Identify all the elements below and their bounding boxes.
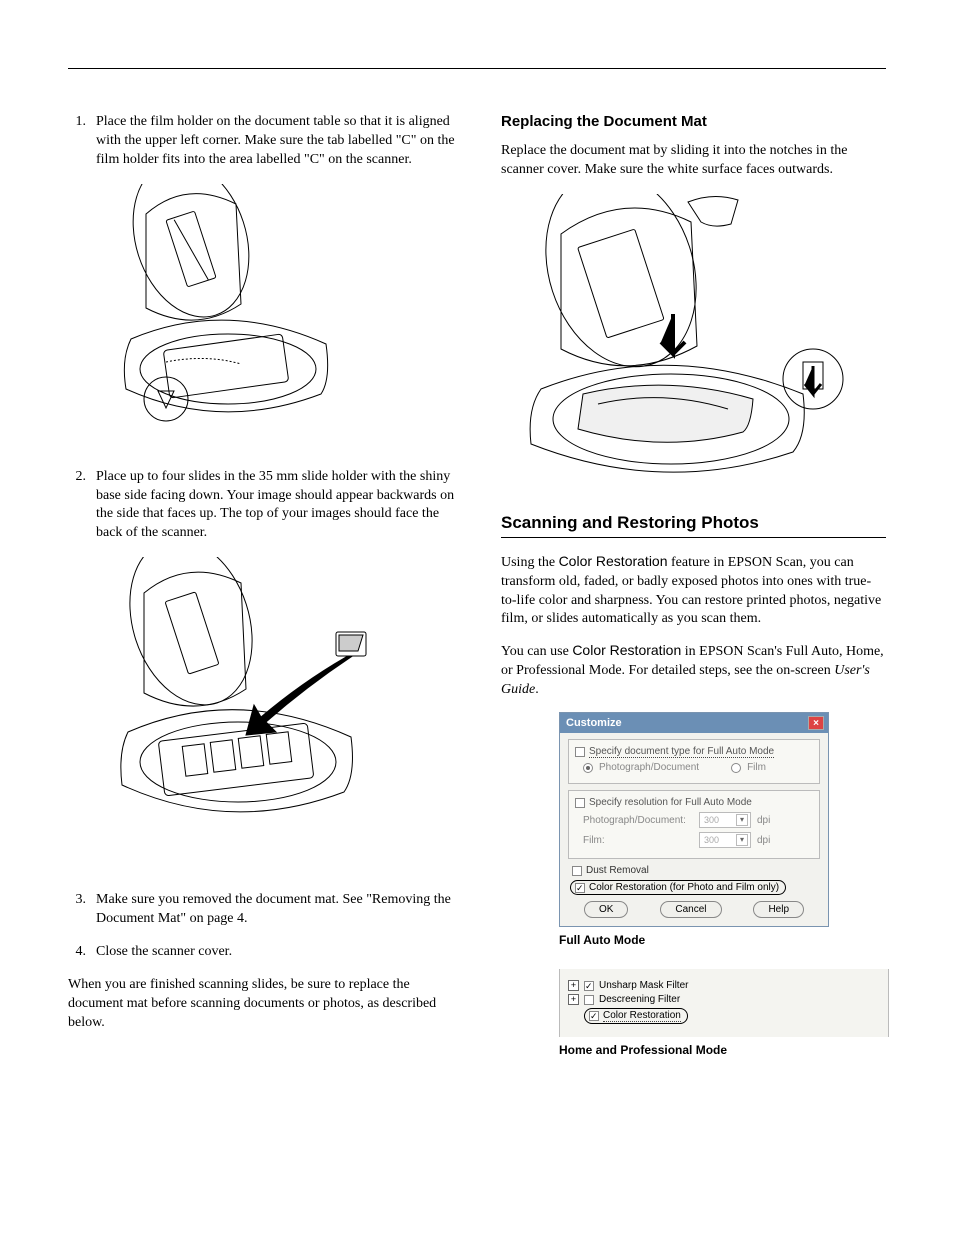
dialog-titlebar: Customize ×: [560, 713, 828, 733]
left-column: 1. Place the film holder on the document…: [68, 113, 465, 1079]
dialog-body: Specify document type for Full Auto Mode…: [560, 733, 828, 926]
circled-color-restoration-2: Color Restoration: [584, 1008, 688, 1024]
step-number: 2.: [68, 468, 96, 487]
help-button[interactable]: Help: [753, 901, 804, 918]
scanner-illustration-1: [106, 184, 346, 444]
step-3: 3. Make sure you removed the document ma…: [68, 891, 465, 929]
text: Using the: [501, 555, 559, 570]
step-number: 4.: [68, 943, 96, 962]
expand-icon[interactable]: +: [568, 980, 579, 991]
text: .: [535, 682, 539, 697]
step-text: Make sure you removed the document mat. …: [96, 891, 465, 929]
radio-label: Film: [747, 762, 766, 773]
checkbox-dust[interactable]: [572, 866, 582, 876]
label-dust: Dust Removal: [586, 865, 649, 876]
radio-label: Photograph/Document: [599, 762, 699, 773]
two-column-layout: 1. Place the film holder on the document…: [68, 113, 886, 1079]
figure-scanner-2: [106, 557, 465, 867]
radio-film[interactable]: [731, 763, 741, 773]
feature-name: Color Restoration: [572, 642, 681, 658]
checkbox-doc-type[interactable]: [575, 747, 585, 757]
label-doc-type: Specify document type for Full Auto Mode: [589, 746, 774, 758]
heading-replace-mat: Replacing the Document Mat: [501, 113, 886, 130]
scanner-illustration-3: [513, 194, 853, 489]
close-icon[interactable]: ×: [808, 716, 824, 730]
res-label-2: Film:: [583, 835, 693, 846]
label-resolution: Specify resolution for Full Auto Mode: [589, 797, 752, 808]
checkbox-resolution[interactable]: [575, 798, 585, 808]
circled-color-restoration: Color Restoration (for Photo and Film on…: [570, 880, 786, 895]
expand-icon[interactable]: +: [568, 994, 579, 1005]
group-doc-type: Specify document type for Full Auto Mode…: [568, 739, 820, 784]
tree-row-unsharp: + Unsharp Mask Filter: [568, 980, 880, 991]
checkbox-color-restoration-2[interactable]: [589, 1011, 599, 1021]
label-unsharp: Unsharp Mask Filter: [599, 980, 688, 991]
checkbox-unsharp[interactable]: [584, 981, 594, 991]
heading-scanning-restoring: Scanning and Restoring Photos: [501, 513, 886, 538]
step-4: 4. Close the scanner cover.: [68, 943, 465, 962]
text: You can use: [501, 644, 572, 659]
scanner-illustration-2: [106, 557, 396, 867]
feature-name: Color Restoration: [559, 553, 668, 569]
tree-row-restore: Color Restoration: [584, 1008, 880, 1024]
steps-list: 1. Place the film holder on the document…: [68, 113, 465, 170]
para-replace-mat: Replace the document mat by sliding it i…: [501, 142, 886, 180]
step-text: Close the scanner cover.: [96, 943, 465, 962]
res-label-1: Photograph/Document:: [583, 815, 693, 826]
step-number: 1.: [68, 113, 96, 132]
step-2: 2. Place up to four slides in the 35 mm …: [68, 468, 465, 544]
para-scan-1: Using the Color Restoration feature in E…: [501, 552, 886, 630]
steps-list-2: 2. Place up to four slides in the 35 mm …: [68, 468, 465, 544]
group-resolution: Specify resolution for Full Auto Mode Ph…: [568, 790, 820, 859]
step-number: 3.: [68, 891, 96, 910]
label-color-restoration-2: Color Restoration: [603, 1010, 681, 1022]
step-text: Place the film holder on the document ta…: [96, 113, 465, 170]
checkbox-descreen[interactable]: [584, 995, 594, 1005]
radio-photo-doc[interactable]: [583, 763, 593, 773]
cancel-button[interactable]: Cancel: [660, 901, 721, 918]
customize-dialog: Customize × Specify document type for Fu…: [559, 712, 829, 927]
step-1: 1. Place the film holder on the document…: [68, 113, 465, 170]
figure-scanner-1: [106, 184, 465, 444]
dialog-title: Customize: [566, 717, 622, 729]
caption-full-auto: Full Auto Mode: [559, 933, 886, 947]
caption-home-pro: Home and Professional Mode: [559, 1043, 886, 1057]
ok-button[interactable]: OK: [584, 901, 628, 918]
unit: dpi: [757, 835, 770, 846]
filter-panel: + Unsharp Mask Filter + Descreening Filt…: [559, 969, 889, 1037]
dialog-buttons: OK Cancel Help: [568, 901, 820, 918]
para-scan-2: You can use Color Restoration in EPSON S…: [501, 641, 886, 700]
step-text: Place up to four slides in the 35 mm sli…: [96, 468, 465, 544]
closing-paragraph: When you are finished scanning slides, b…: [68, 976, 465, 1033]
label-descreen: Descreening Filter: [599, 994, 680, 1005]
chevron-down-icon: ▾: [736, 834, 748, 846]
label-color-restoration: Color Restoration (for Photo and Film on…: [589, 882, 779, 893]
chevron-down-icon: ▾: [736, 814, 748, 826]
checkbox-color-restoration[interactable]: [575, 883, 585, 893]
tree-row-descreen: + Descreening Filter: [568, 994, 880, 1005]
header-rule: [68, 68, 886, 69]
combo-res-2[interactable]: 300▾: [699, 832, 751, 848]
combo-res-1[interactable]: 300▾: [699, 812, 751, 828]
figure-scanner-3: [513, 194, 886, 489]
unit: dpi: [757, 815, 770, 826]
steps-list-3: 3. Make sure you removed the document ma…: [68, 891, 465, 962]
right-column: Replacing the Document Mat Replace the d…: [501, 113, 886, 1079]
